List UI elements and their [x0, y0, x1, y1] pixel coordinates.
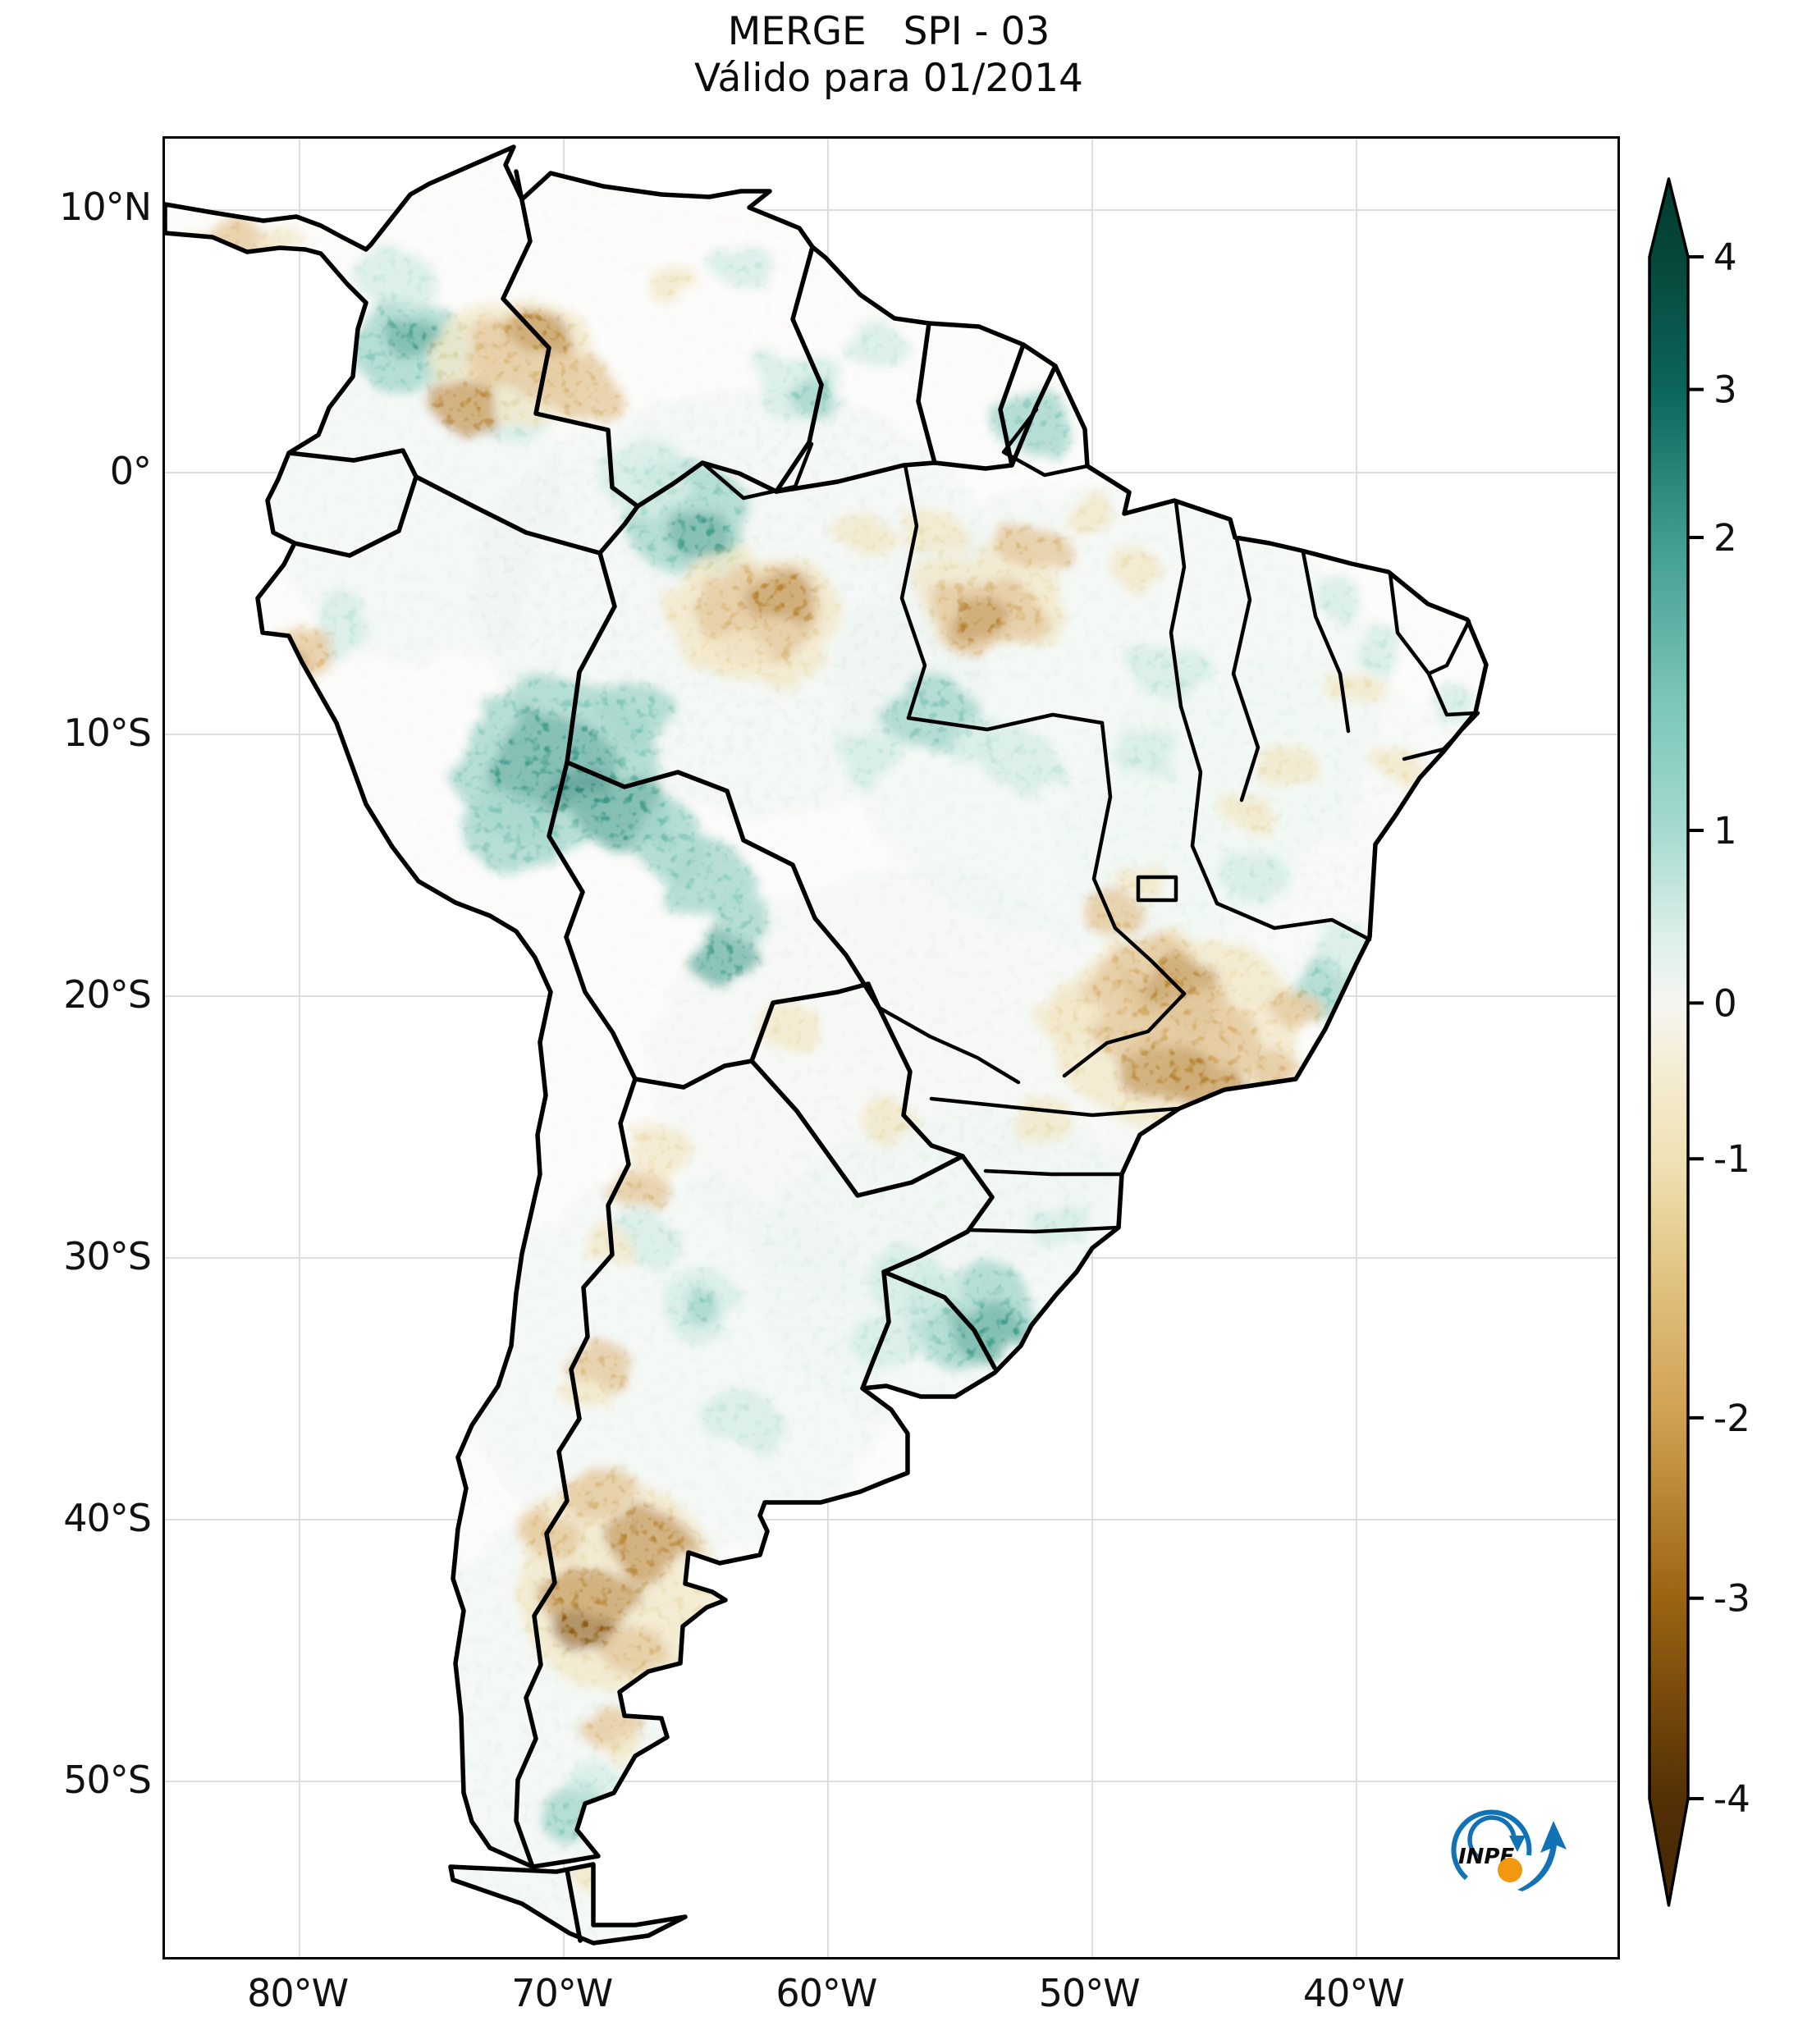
logo-big-arrow: [1517, 1821, 1567, 1891]
lon-tick-label: 80°W: [247, 1971, 349, 2015]
logo-swirl-inner: [1467, 1815, 1517, 1859]
colorbar-tick-label: 4: [1713, 235, 1737, 279]
title-line1: MERGE SPI - 03: [727, 9, 1050, 54]
lat-tick-label: 30°S: [63, 1234, 152, 1279]
lat-tick-label: 40°S: [63, 1496, 152, 1541]
colorbar-tick-label: -3: [1713, 1577, 1750, 1621]
colorbar-tick-label: -1: [1713, 1137, 1750, 1181]
lat-tick-label: 50°S: [63, 1758, 152, 1803]
country-borders: [165, 144, 1489, 1946]
title-line2: Válido para 01/2014: [694, 56, 1083, 102]
colorbar-ticks: 4 3 2 1 0 -1 -2 -3 -4: [1688, 235, 1750, 1821]
lon-tick-label: 70°W: [511, 1971, 613, 2015]
lon-tick-label: 40°W: [1302, 1971, 1405, 2015]
colorbar-tick-label: 2: [1713, 516, 1737, 560]
colorbar-tick-label: 0: [1713, 981, 1737, 1025]
lat-tick-label: 10°N: [59, 185, 152, 230]
colorbar-tick-label: 3: [1713, 368, 1737, 412]
colorbar-bar: [1648, 177, 1690, 1907]
lon-tick-label: 50°W: [1038, 1971, 1141, 2015]
map-frame: INPE: [162, 136, 1620, 1959]
chart-title: MERGE SPI - 03 Válido para 01/2014: [162, 8, 1615, 103]
logo-swirl-outer: [1451, 1809, 1532, 1881]
lat-tick-label: 0°: [109, 448, 152, 493]
colorbar-tick-label: -2: [1713, 1397, 1750, 1440]
lat-tick-label: 20°S: [63, 972, 152, 1017]
lat-tick-label: 10°S: [63, 710, 152, 755]
logo-arrowhead-down: [1509, 1836, 1526, 1852]
lon-tick-label: 60°W: [775, 1971, 877, 2015]
coastline: [165, 144, 1489, 1869]
logo-orange-ball: [1498, 1858, 1522, 1882]
colorbar: 4 3 2 1 0 -1 -2 -3 -4: [1648, 177, 1750, 1907]
colorbar-tick-label: 1: [1713, 809, 1737, 853]
inpe-logo: INPE: [1451, 1809, 1567, 1891]
tdf-outline: [448, 1862, 688, 1946]
map-canvas: [165, 139, 1617, 1957]
spi-field: [165, 147, 1486, 1943]
brazil-state-borders: [700, 407, 1480, 1234]
colorbar-tick-label: -4: [1713, 1777, 1750, 1821]
